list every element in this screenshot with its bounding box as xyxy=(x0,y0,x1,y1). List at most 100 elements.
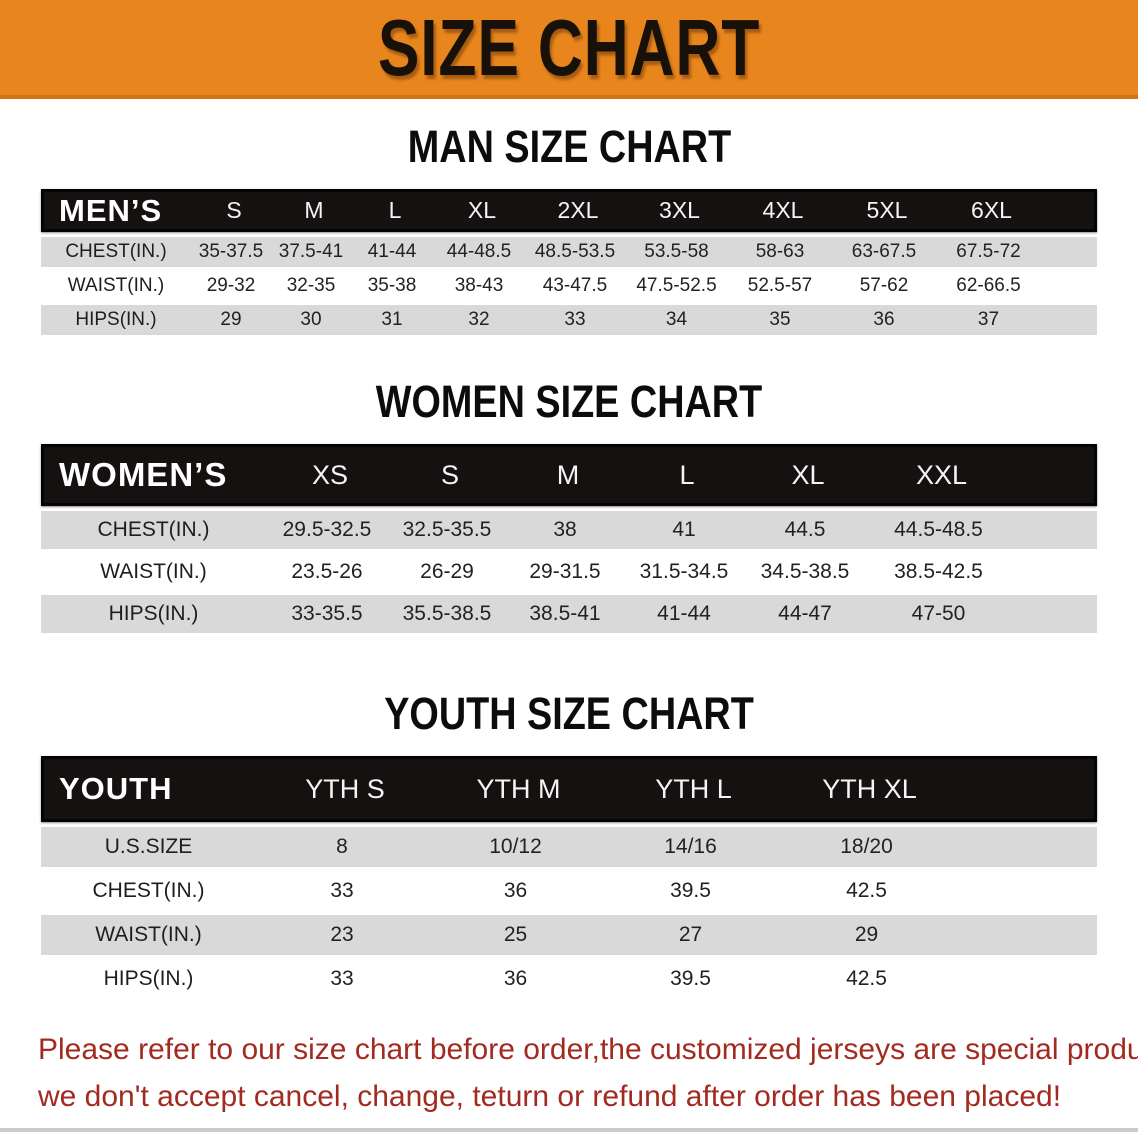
row-label: HIPS(IN.) xyxy=(103,967,194,990)
table-cell: 53.5-58 xyxy=(644,241,709,262)
table-cell: 41 xyxy=(672,518,696,541)
table-cell: 44-47 xyxy=(778,602,832,625)
table-row: HIPS(IN.) 33-35.5 35.5-38.5 38.5-41 41-44 44-… xyxy=(41,595,1097,633)
table-cell: 26-29 xyxy=(420,560,474,583)
table-cell: 23 xyxy=(330,923,354,946)
table-cell: 38.5-41 xyxy=(529,602,601,625)
table-cell: 31.5-34.5 xyxy=(639,560,729,583)
table-cell: 44-48.5 xyxy=(446,241,512,262)
table-cell: 36 xyxy=(873,309,895,330)
table-cell: 43-47.5 xyxy=(542,275,608,296)
disclaimer-line-1: Please refer to our size chart before or… xyxy=(38,1033,1138,1066)
table-cell: 31 xyxy=(381,309,403,330)
table-cell: 37 xyxy=(977,309,1000,330)
women-size-table: WOMEN’S XS S M L XL XXL CHEST(IN.) 29.5-32.5 32… xyxy=(41,444,1097,633)
table-cell: 27 xyxy=(678,923,703,946)
table-cell: 67.5-72 xyxy=(956,241,1021,262)
table-row: CHEST(IN.) 29.5-32.5 32.5-35.5 38 41 44.5 44.5… xyxy=(41,511,1097,549)
youth-table-corner-label: YOUTH xyxy=(59,771,173,806)
row-label: HIPS(IN.) xyxy=(108,602,199,625)
table-cell: 41-44 xyxy=(367,241,417,262)
table-row: CHEST(IN.) 35-37.5 37.5-41 41-44 44-48.5 48.5… xyxy=(41,237,1097,267)
man-size-table-body: CHEST(IN.) 35-37.5 37.5-41 41-44 44-48.5 48.5… xyxy=(41,237,1097,335)
table-cell: 32.5-35.5 xyxy=(402,518,492,541)
table-cell: 32-35 xyxy=(286,275,336,296)
size-column-header: 2XL xyxy=(557,197,599,223)
table-cell: 39.5 xyxy=(670,879,711,902)
man-size-chart-title: MAN SIZE CHART xyxy=(407,121,731,172)
size-chart-banner: SIZE CHART xyxy=(0,0,1138,99)
table-cell: 29.5-32.5 xyxy=(282,518,372,541)
size-column-header: XXL xyxy=(915,459,968,490)
table-cell: 36 xyxy=(503,879,528,902)
row-label: CHEST(IN.) xyxy=(97,518,210,541)
table-cell: 32 xyxy=(468,309,490,330)
table-cell: 33 xyxy=(564,309,586,330)
row-label: WAIST(IN.) xyxy=(100,560,207,583)
table-cell: 42.5 xyxy=(846,879,887,902)
youth-size-table-header: YOUTH YTH S YTH M YTH L YTH XL xyxy=(41,756,1097,822)
table-cell: 35-38 xyxy=(367,275,417,296)
man-size-table: MEN’S S M L XL 2XL 3XL 4XL 5XL 6XL CHEST(IN.) 35-… xyxy=(41,189,1097,335)
size-column-header: YTH M xyxy=(476,773,561,804)
table-cell: 25 xyxy=(503,923,528,946)
table-cell: 44.5 xyxy=(784,518,826,541)
size-column-header: S xyxy=(226,197,242,223)
table-cell: 57-62 xyxy=(859,275,909,296)
size-column-header: 6XL xyxy=(971,197,1012,223)
disclaimer-text: Please refer to our size chart before or… xyxy=(0,1026,1138,1120)
youth-size-chart-title: YOUTH SIZE CHART xyxy=(384,688,754,739)
table-cell: 29 xyxy=(220,309,242,330)
table-cell: 34.5-38.5 xyxy=(760,560,850,583)
size-column-header: 5XL xyxy=(866,197,908,223)
man-table-corner-label: MEN’S xyxy=(59,192,163,228)
table-row: U.S.SIZE 8 10/12 14/16 18/20 xyxy=(41,827,1097,867)
table-cell: 29-32 xyxy=(206,275,256,296)
table-cell: 8 xyxy=(336,835,348,858)
women-size-chart-title: WOMEN SIZE CHART xyxy=(375,376,763,427)
banner-title: SIZE CHART xyxy=(377,2,761,92)
table-row: CHEST(IN.) 33 36 39.5 42.5 xyxy=(41,871,1097,911)
table-cell: 48.5-53.5 xyxy=(534,241,616,262)
table-cell: 62-66.5 xyxy=(956,275,1021,296)
table-cell: 38.5-42.5 xyxy=(894,560,983,583)
table-cell: 38 xyxy=(553,518,577,541)
row-label: CHEST(IN.) xyxy=(65,241,167,262)
table-row: WAIST(IN.) 23.5-26 26-29 29-31.5 31.5-34.5 34… xyxy=(41,553,1097,591)
man-size-table-header: MEN’S S M L XL 2XL 3XL 4XL 5XL 6XL xyxy=(41,189,1097,232)
table-cell: 39.5 xyxy=(670,967,711,990)
row-label: CHEST(IN.) xyxy=(92,879,205,902)
table-cell: 33 xyxy=(330,879,354,902)
size-column-header: YTH XL xyxy=(822,773,917,804)
youth-size-table-body: U.S.SIZE 8 10/12 14/16 18/20 CHEST(IN.) 33 36 39… xyxy=(41,827,1097,999)
table-cell: 35 xyxy=(769,309,791,330)
table-cell: 30 xyxy=(300,309,322,330)
row-label: WAIST(IN.) xyxy=(67,275,165,296)
table-cell: 34 xyxy=(665,309,688,330)
table-cell: 38-43 xyxy=(454,275,504,296)
table-cell: 23.5-26 xyxy=(291,560,363,583)
table-cell: 33-35.5 xyxy=(291,602,363,625)
youth-size-table: YOUTH YTH S YTH M YTH L YTH XL U.S.SIZE 8 10/… xyxy=(41,756,1097,999)
table-row: HIPS(IN.) 33 36 39.5 42.5 xyxy=(41,959,1097,999)
table-cell: 29 xyxy=(854,923,879,946)
table-cell: 29-31.5 xyxy=(529,560,601,583)
table-cell: 47-50 xyxy=(911,602,966,625)
bottom-edge-divider xyxy=(0,1128,1138,1132)
women-size-table-body: CHEST(IN.) 29.5-32.5 32.5-35.5 38 41 44.5 44.5… xyxy=(41,511,1097,633)
table-cell: 14/16 xyxy=(664,835,717,858)
size-column-header: S xyxy=(440,459,459,490)
size-column-header: M xyxy=(304,197,324,223)
table-cell: 52.5-57 xyxy=(747,275,813,296)
disclaimer-line-2: we don't accept cancel, change, teturn o… xyxy=(38,1080,1062,1113)
row-label: U.S.SIZE xyxy=(104,835,193,858)
size-column-header: L xyxy=(679,459,695,490)
size-column-header: 3XL xyxy=(659,197,700,223)
table-cell: 44.5-48.5 xyxy=(894,518,983,541)
table-cell: 42.5 xyxy=(846,967,887,990)
table-cell: 10/12 xyxy=(489,835,542,858)
size-column-header: XL xyxy=(791,459,825,490)
size-column-header: 4XL xyxy=(762,197,804,223)
table-cell: 47.5-52.5 xyxy=(636,275,717,296)
table-row: WAIST(IN.) 23 25 27 29 xyxy=(41,915,1097,955)
